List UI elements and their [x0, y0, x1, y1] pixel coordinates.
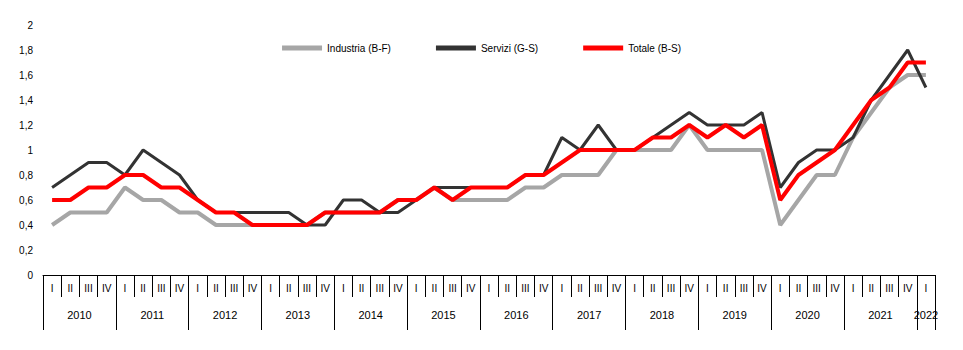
svg-text:III: III [813, 283, 821, 294]
svg-text:I: I [925, 283, 928, 294]
svg-text:I: I [196, 283, 199, 294]
svg-text:III: III [84, 283, 92, 294]
svg-text:IV: IV [466, 283, 476, 294]
svg-text:I: I [488, 283, 491, 294]
svg-text:2011: 2011 [140, 309, 164, 321]
svg-text:II: II [432, 283, 438, 294]
svg-text:0,4: 0,4 [19, 220, 33, 231]
svg-text:0,6: 0,6 [19, 195, 33, 206]
svg-text:I: I [633, 283, 636, 294]
svg-text:III: III [740, 283, 748, 294]
svg-text:1,6: 1,6 [19, 70, 33, 81]
svg-text:II: II [140, 283, 146, 294]
svg-text:III: III [885, 283, 893, 294]
svg-text:1,8: 1,8 [19, 45, 33, 56]
svg-text:IV: IV [102, 283, 112, 294]
svg-text:2010: 2010 [67, 309, 91, 321]
svg-text:0,8: 0,8 [19, 170, 33, 181]
svg-text:Totale (B-S): Totale (B-S) [628, 43, 681, 54]
svg-text:III: III [157, 283, 165, 294]
svg-text:III: III [303, 283, 311, 294]
svg-text:IV: IV [685, 283, 695, 294]
svg-text:2018: 2018 [650, 309, 674, 321]
svg-text:II: II [68, 283, 74, 294]
svg-text:III: III [521, 283, 529, 294]
svg-text:III: III [594, 283, 602, 294]
svg-text:2: 2 [27, 20, 33, 31]
svg-text:IV: IV [903, 283, 913, 294]
svg-text:IV: IV [539, 283, 549, 294]
svg-text:2019: 2019 [723, 309, 747, 321]
svg-text:I: I [51, 283, 54, 294]
svg-text:IV: IV [248, 283, 258, 294]
svg-text:II: II [213, 283, 219, 294]
svg-text:IV: IV [175, 283, 185, 294]
svg-text:1,4: 1,4 [19, 95, 33, 106]
svg-text:III: III [448, 283, 456, 294]
svg-text:2022: 2022 [914, 309, 938, 321]
svg-text:II: II [359, 283, 365, 294]
svg-text:II: II [796, 283, 802, 294]
svg-text:I: I [269, 283, 272, 294]
svg-text:II: II [504, 283, 510, 294]
svg-text:III: III [230, 283, 238, 294]
svg-text:IV: IV [320, 283, 330, 294]
svg-text:IV: IV [393, 283, 403, 294]
svg-text:I: I [415, 283, 418, 294]
svg-text:2012: 2012 [213, 309, 237, 321]
svg-text:1: 1 [27, 145, 33, 156]
svg-text:II: II [650, 283, 656, 294]
svg-text:2016: 2016 [504, 309, 528, 321]
svg-text:Industria (B-F): Industria (B-F) [327, 43, 391, 54]
svg-text:0,2: 0,2 [19, 245, 33, 256]
svg-text:2013: 2013 [286, 309, 310, 321]
svg-text:II: II [286, 283, 292, 294]
svg-text:I: I [706, 283, 709, 294]
svg-text:I: I [342, 283, 345, 294]
svg-text:2020: 2020 [795, 309, 819, 321]
svg-text:2017: 2017 [577, 309, 601, 321]
svg-text:I: I [560, 283, 563, 294]
svg-text:IV: IV [612, 283, 622, 294]
svg-text:II: II [577, 283, 583, 294]
svg-text:I: I [852, 283, 855, 294]
svg-text:2015: 2015 [431, 309, 455, 321]
svg-text:I: I [124, 283, 127, 294]
svg-text:III: III [376, 283, 384, 294]
svg-text:IV: IV [757, 283, 767, 294]
svg-text:Servizi (G-S): Servizi (G-S) [481, 43, 538, 54]
svg-text:IV: IV [830, 283, 840, 294]
svg-text:0: 0 [27, 270, 33, 281]
svg-text:III: III [667, 283, 675, 294]
svg-text:II: II [723, 283, 729, 294]
svg-text:II: II [869, 283, 875, 294]
svg-text:1,2: 1,2 [19, 120, 33, 131]
svg-text:2014: 2014 [358, 309, 382, 321]
svg-text:I: I [779, 283, 782, 294]
svg-text:2021: 2021 [868, 309, 892, 321]
